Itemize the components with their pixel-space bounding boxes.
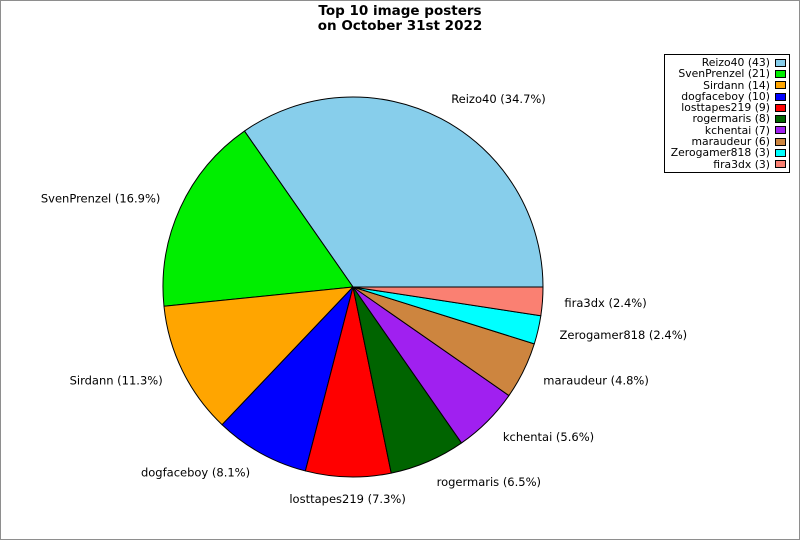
legend-label: kchentai (7) <box>704 123 770 137</box>
slice-label-maraudeur: maraudeur (4.8%) <box>543 373 649 387</box>
legend-label: Reizo40 (43) <box>701 56 770 69</box>
legend-item-Zerogamer818: Zerogamer818 (3) <box>670 146 786 160</box>
legend-label: SvenPrenzel (21) <box>678 67 770 81</box>
chart-title: Top 10 image posters on October 31st 202… <box>1 3 799 35</box>
legend-swatch-icon <box>775 160 786 169</box>
legend-item-Sirdann: Sirdann (14) <box>671 78 786 92</box>
legend: Reizo40 (43) SvenPrenzel (21) Sirdann (14)… <box>663 54 790 173</box>
slice-label-Zerogamer818: Zerogamer818 (2.4%) <box>560 328 688 342</box>
legend-item-kchentai: kchentai (7) <box>671 123 786 137</box>
legend-swatch-icon <box>775 92 786 101</box>
legend-label: rogermaris (8) <box>692 112 770 126</box>
legend-item-rogermaris: rogermaris (8) <box>671 112 786 126</box>
slice-label-SvenPrenzel: SvenPrenzel (16.9%) <box>41 192 161 206</box>
pie-slice-fira3dx <box>352 286 544 317</box>
legend-label: Zerogamer818 (3) <box>670 146 770 160</box>
legend-label: Sirdann (14) <box>703 78 770 92</box>
legend-item-dogfaceboy: dogfaceboy (10) <box>671 91 786 102</box>
pie-slice-dogfaceboy <box>221 286 354 472</box>
chart-title-line2: on October 31st 2022 <box>317 18 483 35</box>
slice-label-Sirdann: Sirdann (11.3%) <box>70 373 163 387</box>
legend-swatch-icon <box>775 81 786 90</box>
slice-label-kchentai: kchentai (5.6%) <box>503 430 594 444</box>
legend-item-losttapes219: losttapes219 (9) <box>671 102 786 113</box>
pie-slice-Sirdann <box>163 286 354 426</box>
legend-item-fira3dx: fira3dx (3) <box>671 157 786 171</box>
legend-item-Reizo40: Reizo40 (43) <box>671 57 786 68</box>
legend-swatch-icon <box>775 126 786 135</box>
slice-label-dogfaceboy: dogfaceboy (8.1%) <box>141 465 250 479</box>
legend-item-SvenPrenzel: SvenPrenzel (21) <box>671 67 786 81</box>
legend-label: maraudeur (6) <box>691 135 770 149</box>
legend-swatch-icon <box>775 137 786 146</box>
legend-swatch-icon <box>775 69 786 78</box>
legend-swatch-icon <box>775 58 786 67</box>
slice-label-fira3dx: fira3dx (2.4%) <box>564 296 646 310</box>
legend-swatch-icon <box>775 103 786 112</box>
legend-label: fira3dx (3) <box>713 157 770 171</box>
legend-label: losttapes219 (9) <box>681 101 770 115</box>
slice-label-losttapes219: losttapes219 (7.3%) <box>289 492 405 506</box>
legend-label: dogfaceboy (10) <box>681 89 770 103</box>
legend-swatch-icon <box>775 115 786 124</box>
slice-label-Reizo40: Reizo40 (34.7%) <box>451 92 546 106</box>
chart-title-line1: Top 10 image posters <box>318 3 482 19</box>
slice-label-rogermaris: rogermaris (6.5%) <box>437 475 541 489</box>
pie-slice-Reizo40 <box>243 96 544 288</box>
pie-slice-SvenPrenzel <box>162 130 354 307</box>
legend-swatch-icon <box>775 149 786 158</box>
legend-item-maraudeur: maraudeur (6) <box>671 136 786 147</box>
